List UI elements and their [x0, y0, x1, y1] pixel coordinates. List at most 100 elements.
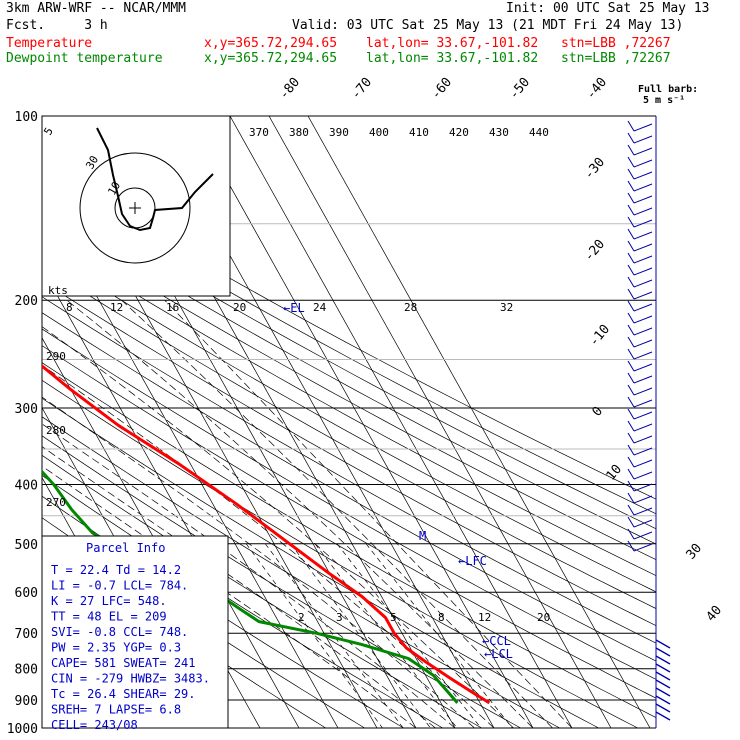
wind-barb	[633, 315, 653, 324]
el-marker: ←EL	[283, 301, 305, 315]
dry-adiabat-line	[42, 379, 638, 728]
mixing-ratio-line	[314, 543, 458, 728]
wind-barb-flag	[627, 288, 635, 300]
theta-tick-label: 380	[289, 126, 309, 139]
isotherm-tick-label: 10	[604, 462, 626, 484]
wind-barb-flag	[627, 480, 635, 492]
parcel-info-frame	[41, 535, 229, 729]
wind-barb	[633, 183, 653, 192]
mixing-ratio-line	[290, 543, 431, 728]
valid-time: Valid: 03 UTC Sat 25 May 13 (21 MDT Fri …	[292, 18, 684, 33]
dry-adiabat-line	[42, 416, 560, 728]
mixing-ratio-line	[365, 543, 513, 728]
theta-tick-label: 410	[409, 126, 429, 139]
wind-barb-flag	[627, 300, 635, 312]
wind-barb-low	[655, 663, 671, 673]
parcel-info-row: TT = 48 EL = 209	[51, 610, 167, 624]
wind-barb-flag	[627, 324, 635, 336]
pressure-tick-label: 600	[15, 586, 38, 601]
theta-left-label: 270	[46, 496, 66, 509]
theta-tick-label: 430	[489, 126, 509, 139]
wind-barb	[633, 387, 653, 396]
theta-tick-label: 420	[449, 126, 469, 139]
theta-left-label: 280	[46, 424, 66, 437]
theta-left-label: 290	[46, 350, 66, 363]
hodograph-ring-label-30: 30	[83, 154, 101, 172]
mixing-ratio-label: 20	[233, 301, 246, 314]
wind-barb-low	[655, 703, 671, 713]
ccl-marker: ←CCL	[482, 634, 511, 648]
hodograph-units: kts	[48, 284, 68, 297]
mixing-ratio-label: 16	[166, 301, 179, 314]
init-time: Init: 00 UTC Sat 25 May 13	[506, 1, 710, 16]
parcel-info-panel: Parcel Info T = 22.4 Td = 14.2 LI = -0.7 …	[41, 535, 229, 732]
mixing-ratio-label-lower: 5	[390, 611, 397, 624]
theta-tick-label: 370	[249, 126, 269, 139]
parcel-info-row: SREH= 7 LAPSE= 6.8	[51, 703, 181, 717]
mixing-ratio-label: 12	[110, 301, 123, 314]
isotherm-line	[190, 116, 534, 728]
wind-barb-flag	[627, 516, 635, 528]
barb-legend-units: 5 m s⁻¹	[643, 95, 685, 106]
isotherm-tick-label: -60	[429, 75, 456, 103]
temperature-latlon: lat,lon= 33.67,-101.82	[366, 36, 539, 51]
wind-barb-flag	[627, 336, 635, 348]
wind-barb-flag	[627, 132, 635, 144]
wind-barb	[633, 339, 653, 348]
isotherm-line	[268, 116, 612, 728]
wind-barb	[633, 351, 653, 360]
wind-barb-low	[655, 671, 671, 681]
wind-barb-flag	[627, 492, 635, 504]
dewpoint-latlon: lat,lon= 33.67,-101.82	[366, 51, 539, 66]
wind-barb	[633, 243, 653, 252]
hodograph-ring-label-10: 10	[105, 180, 123, 198]
wind-barb	[633, 459, 653, 468]
isotherm-tick-label: 40	[704, 603, 726, 625]
parcel-info-row: CELL= 243/08	[51, 718, 138, 732]
wind-barb-flag	[627, 420, 635, 432]
wind-barb-low	[655, 655, 671, 665]
wind-barb-flag	[627, 228, 635, 240]
parcel-info-row: CIN = -279 HWBZ= 3483.	[51, 672, 210, 686]
wind-barb-flag	[627, 252, 635, 264]
lfc-m-marker: M	[419, 529, 426, 543]
isotherm-tick-label: -20	[582, 237, 609, 265]
wind-barb-low	[655, 647, 671, 657]
isotherm-tick-label: -40	[584, 75, 611, 103]
isotherm-tick-label: -30	[582, 155, 609, 183]
forecast-hour: Fcst. 3 h	[6, 18, 108, 33]
temperature-station: stn=LBB ,72267	[561, 36, 671, 51]
temperature-legend: Temperature	[6, 36, 93, 51]
isotherm-tick-label: -50	[507, 75, 534, 103]
wind-barb-flag	[627, 396, 635, 408]
dewpoint-profile	[42, 469, 459, 704]
pressure-tick-label: 400	[15, 478, 38, 493]
wind-barb-flag	[627, 240, 635, 252]
isotherm-tick-label: -70	[349, 75, 376, 103]
wind-barb-low	[655, 639, 671, 649]
mixing-ratio-label: 32	[500, 301, 513, 314]
parcel-info-title: Parcel Info	[86, 541, 165, 555]
wind-barb	[633, 279, 653, 288]
wind-barb	[633, 375, 653, 384]
wind-barb-flag	[627, 456, 635, 468]
wind-barb	[633, 519, 653, 528]
wind-barb-flag	[627, 468, 635, 480]
wind-barb	[633, 171, 653, 180]
wind-barb	[633, 147, 653, 156]
wind-barb-flag	[627, 204, 635, 216]
wind-barb	[633, 267, 653, 276]
wind-barb	[633, 495, 653, 504]
wind-barb-flag	[627, 408, 635, 420]
pressure-tick-label: 300	[15, 402, 38, 417]
pressure-tick-label: 900	[15, 694, 38, 709]
wind-barb	[633, 135, 653, 144]
parcel-info-row: T = 22.4 Td = 14.2	[51, 563, 181, 577]
mixing-ratio-label-lower: 2	[298, 611, 305, 624]
isotherm-line	[307, 116, 651, 728]
hodograph-ring-outer	[79, 152, 191, 264]
pressure-tick-label: 200	[15, 294, 38, 309]
hodograph: 30 10 5 kts	[41, 115, 231, 297]
model-title: 3km ARW-WRF -- NCAR/MMM	[6, 1, 187, 16]
